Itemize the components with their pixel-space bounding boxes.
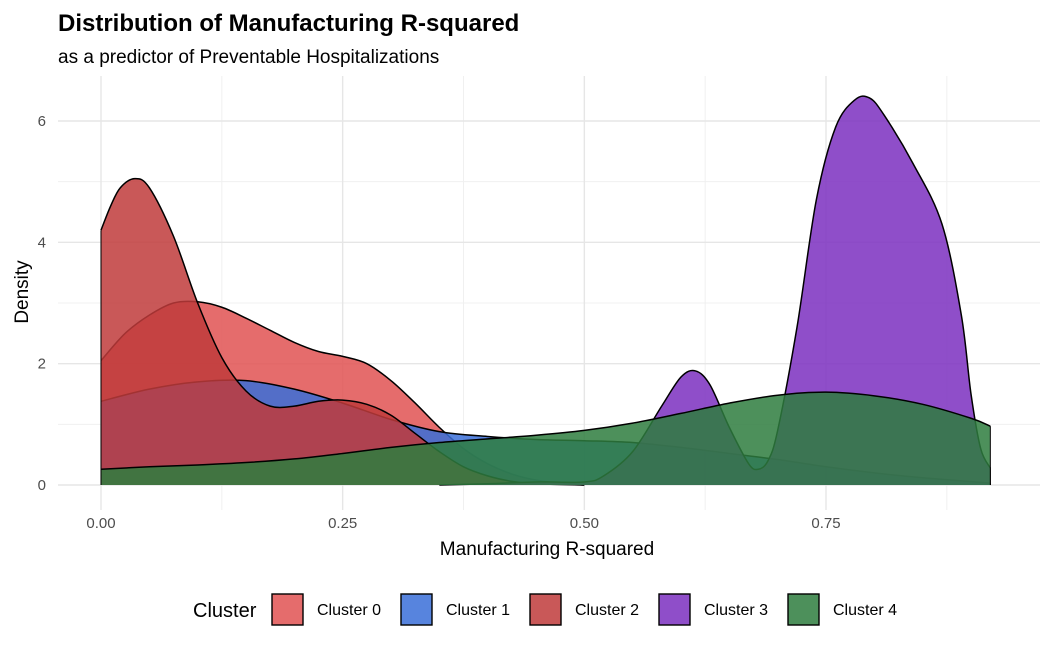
- x-tick-label: 0.00: [86, 515, 115, 532]
- density-outline: [100, 391, 991, 470]
- legend-swatch: [529, 593, 562, 626]
- y-tick-label: 2: [38, 356, 46, 373]
- x-tick-labels: 0.00 0.25 0.50 0.75: [86, 515, 840, 532]
- y-tick-label: 6: [38, 113, 46, 130]
- legend-item: Cluster 4: [787, 593, 897, 626]
- series-layer: [100, 95, 992, 486]
- legend-item: Cluster 3: [658, 593, 768, 626]
- y-axis-title: Density: [12, 260, 33, 324]
- x-tick-label: 0.75: [811, 515, 840, 532]
- chart-title: Distribution of Manufacturing R-squared: [58, 10, 519, 37]
- legend-swatch: [400, 593, 433, 626]
- legend-title: Cluster: [193, 600, 257, 622]
- y-tick-label: 4: [38, 234, 46, 251]
- density-area: [101, 392, 991, 485]
- legend: Cluster Cluster 0 Cluster 1 Cluster 2 Clust…: [193, 593, 897, 626]
- legend-label: Cluster 3: [704, 602, 768, 619]
- legend-items: Cluster 0 Cluster 1 Cluster 2 Cluster 3 Clus…: [271, 593, 897, 626]
- density-area: [439, 96, 991, 485]
- x-tick-label: 0.25: [328, 515, 357, 532]
- legend-swatch: [271, 593, 304, 626]
- legend-item: Cluster 2: [529, 593, 639, 626]
- legend-swatch: [787, 593, 820, 626]
- chart-subtitle: as a predictor of Preventable Hospitaliz…: [58, 47, 439, 68]
- legend-label: Cluster 1: [446, 602, 510, 619]
- legend-swatch: [658, 593, 691, 626]
- y-tick-labels: 0 2 4 6: [38, 113, 46, 494]
- legend-label: Cluster 2: [575, 602, 639, 619]
- legend-label: Cluster 4: [833, 602, 897, 619]
- density-series-4: [100, 391, 991, 485]
- legend-item: Cluster 1: [400, 593, 510, 626]
- x-axis-title: Manufacturing R-squared: [440, 539, 654, 560]
- legend-item: Cluster 0: [271, 593, 381, 626]
- x-tick-label: 0.50: [570, 515, 599, 532]
- legend-label: Cluster 0: [317, 602, 381, 619]
- density-area: [101, 178, 585, 485]
- y-tick-label: 0: [38, 477, 46, 494]
